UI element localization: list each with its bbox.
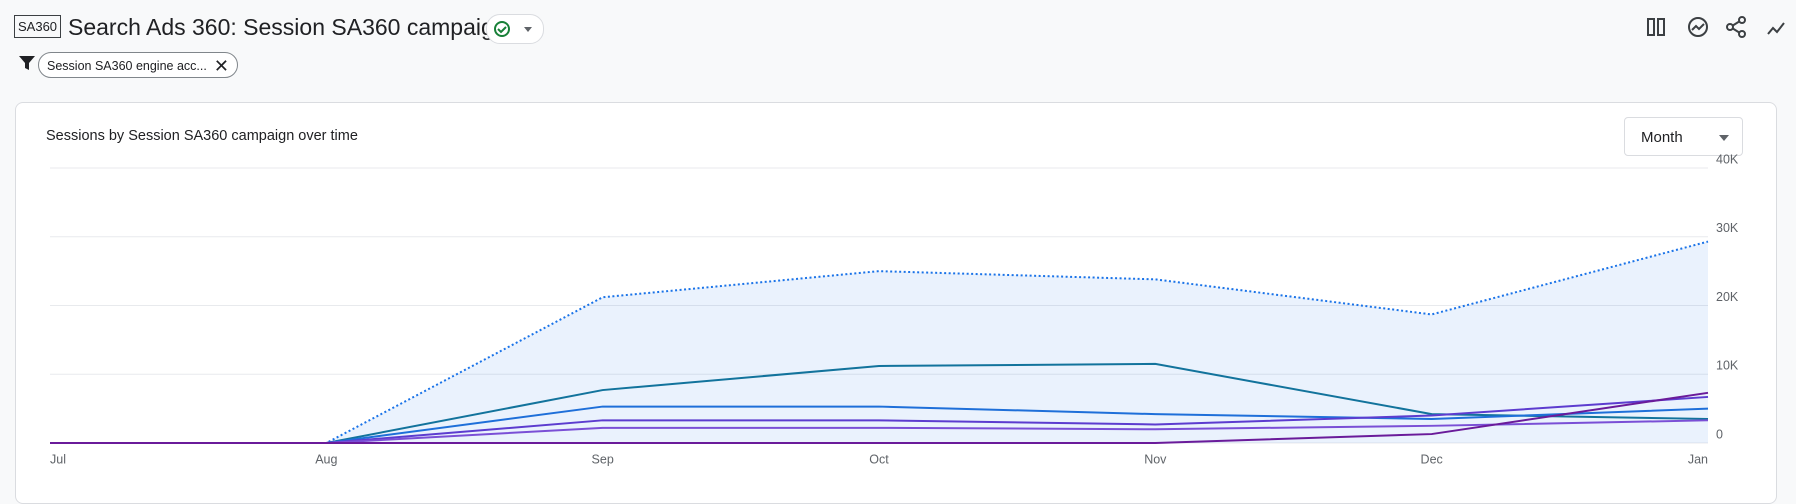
x-tick-label: Nov	[1144, 452, 1167, 466]
y-tick-label: 20K	[1716, 290, 1739, 304]
page: SA360 Search Ads 360: Session SA360 camp…	[14, 14, 1785, 504]
chart-title: Sessions by Session SA360 campaign over …	[46, 128, 358, 144]
area	[50, 241, 1708, 443]
y-tick-label: 40K	[1716, 152, 1739, 166]
badge: SA360	[14, 15, 62, 38]
y-tick-label: 30K	[1716, 221, 1739, 235]
x-tick-label: Sep	[592, 452, 614, 466]
status-button[interactable]	[486, 14, 544, 44]
x-tick-label: Jul	[50, 452, 66, 466]
x-tick-label: Jan	[1688, 452, 1708, 466]
close-icon[interactable]: ✕	[213, 56, 229, 76]
filter-icon	[19, 56, 35, 70]
chart-card	[15, 102, 1777, 504]
x-tick-label: Aug	[315, 452, 337, 466]
x-tick-label: Dec	[1421, 452, 1443, 466]
toolbar-icons	[1647, 16, 1785, 38]
y-tick-label: 0	[1716, 427, 1723, 441]
dropdown-arrow	[1719, 135, 1729, 141]
page-title: Search Ads 360: Session SA360 campaign	[68, 14, 507, 40]
x-tick-label: Oct	[869, 452, 889, 466]
status-icon	[494, 21, 532, 37]
chart: 0 10K 20K 30K 40K Jul Aug Sep Oct Nov Dec Jan	[50, 152, 1739, 466]
filter-text: Session SA360 engine acc...	[47, 59, 207, 73]
filter-chip[interactable]: Session SA360 engine acc... ✕	[38, 52, 238, 78]
period-dropdown[interactable]: Month	[1624, 117, 1743, 156]
y-tick-label: 10K	[1716, 359, 1739, 373]
period-label: Month	[1641, 129, 1683, 146]
series-line	[50, 391, 1709, 444]
